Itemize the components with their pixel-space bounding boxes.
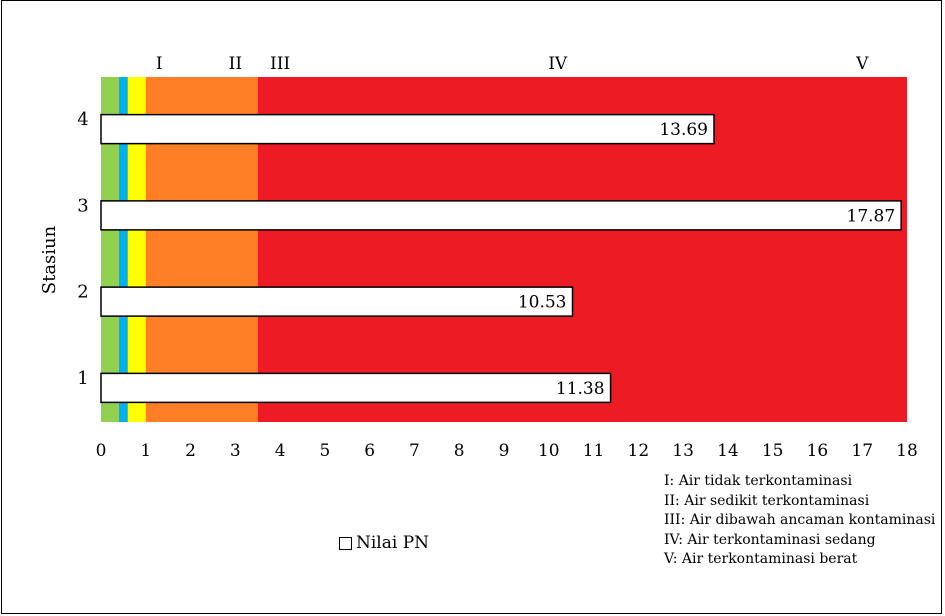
zone-label: II	[229, 54, 242, 74]
y-tick-label: 2	[77, 282, 88, 303]
y-tick-label: 1	[77, 368, 88, 389]
bar	[100, 113, 715, 145]
y-axis-label: Stasiun	[39, 225, 60, 294]
x-tick-label: 8	[454, 441, 465, 461]
data-label: 11.38	[556, 379, 605, 399]
x-tick-label: 18	[896, 441, 918, 461]
bars: 11.38 10.53 17.87 13.69	[100, 113, 902, 404]
zone-label: IV	[548, 54, 568, 74]
zone-label: III	[270, 54, 290, 74]
x-tick-label: 2	[185, 441, 196, 461]
y-tick-label: 4	[77, 109, 88, 130]
x-tick-label: 10	[538, 441, 560, 461]
x-tick-label: 15	[762, 441, 784, 461]
bar	[100, 372, 612, 404]
zone-label: V	[855, 54, 869, 74]
zone-band-3	[127, 77, 146, 422]
x-tick-label: 16	[807, 441, 829, 461]
x-tick-label: 4	[275, 441, 286, 461]
x-tick-label: 14	[717, 441, 739, 461]
x-tick-label: 6	[364, 441, 375, 461]
legend-label: Nilai PN	[356, 533, 430, 553]
zone-note: II: Air sedikit terkontaminasi	[664, 492, 870, 509]
zone-labels: I II III IV V	[156, 54, 869, 74]
legend-swatch	[339, 536, 352, 550]
zone-note: III: Air dibawah ancaman kontaminasi	[664, 512, 936, 528]
x-tick-label: 12	[628, 441, 650, 461]
x-tick-label: 9	[499, 441, 510, 461]
legend: Nilai PN	[339, 533, 429, 553]
x-tick-label: 5	[319, 441, 330, 461]
zone-label: I	[156, 54, 163, 74]
x-tick-label: 1	[140, 441, 151, 461]
x-tick-label: 13	[672, 441, 694, 461]
x-tick-label: 3	[230, 441, 241, 461]
y-tick-label: 3	[77, 195, 88, 216]
x-tick-label: 7	[409, 441, 420, 461]
zone-band-1	[101, 77, 119, 422]
zone-band-2	[118, 77, 128, 422]
bar	[100, 286, 574, 317]
x-axis-ticks: 0 1 2 3 4 5 6 7 8 9 10 11 12 13 14 15 16 17 18	[96, 441, 918, 461]
zone-note: IV: Air terkontaminasi sedang	[664, 531, 876, 548]
zone-note: I: Air tidak terkontaminasi	[664, 473, 853, 489]
zone-note: V: Air terkontaminasi berat	[664, 551, 858, 567]
data-label: 17.87	[847, 206, 896, 226]
y-axis-ticks: 1 2 3 4	[77, 109, 88, 389]
bar	[100, 200, 902, 231]
x-tick-label: 11	[583, 441, 605, 461]
x-tick-label: 0	[96, 441, 107, 461]
data-label: 10.53	[518, 293, 567, 313]
zone-notes: I: Air tidak terkontaminasi II: Air sedi…	[664, 472, 940, 570]
data-label: 13.69	[659, 120, 708, 140]
x-tick-label: 17	[851, 441, 873, 461]
